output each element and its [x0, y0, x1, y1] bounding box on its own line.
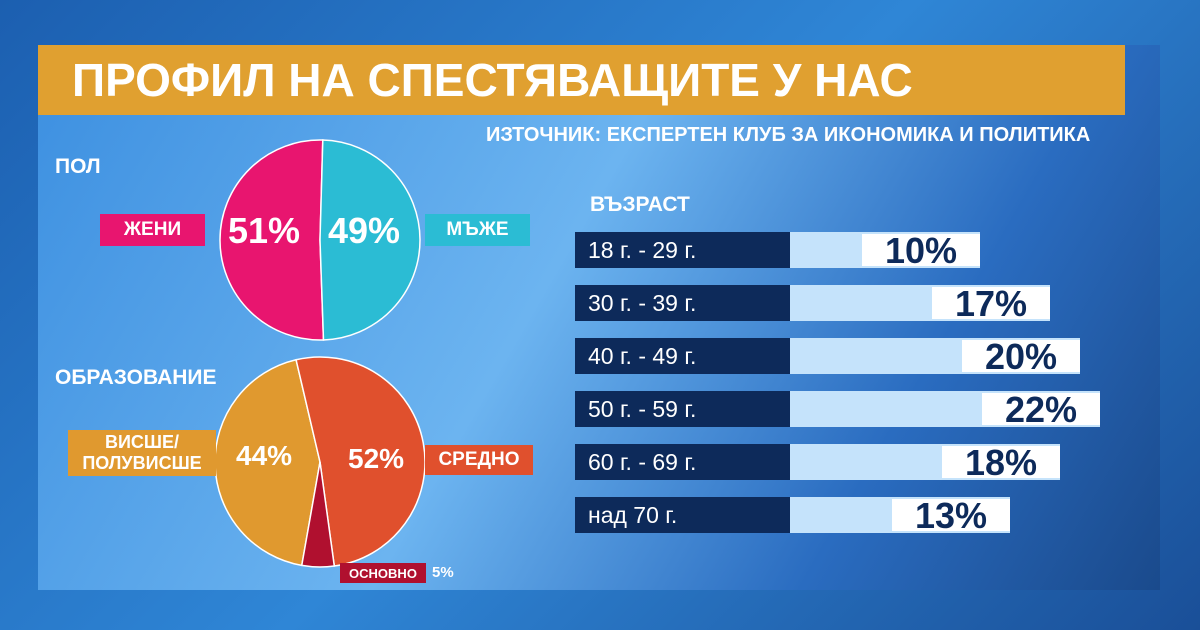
chart-title: ОБРАЗОВАНИЕ	[55, 366, 217, 389]
category-box	[575, 444, 790, 480]
slice-label: МЪЖЕ	[425, 214, 530, 246]
slice-label: СРЕДНО	[425, 445, 533, 475]
category-box	[575, 497, 790, 533]
source: ИЗТОЧНИК: ЕКСПЕРТЕН КЛУБ ЗА ИКОНОМИКА И …	[486, 124, 1091, 146]
value-label: 20%	[985, 336, 1057, 377]
value-label: 10%	[885, 230, 957, 271]
category-label: 50 г. - 59 г.	[588, 396, 696, 422]
title-bar	[38, 45, 1125, 115]
pie-slice	[319, 139, 421, 341]
category-label: над 70 г.	[588, 502, 677, 528]
category-box	[575, 391, 790, 427]
slice-label: ОСНОВНО	[340, 563, 426, 583]
category-label: 30 г. - 39 г.	[588, 290, 696, 316]
slice-label: ЖЕНИ	[100, 214, 205, 246]
category-label: 40 г. - 49 г.	[588, 343, 696, 369]
value-label: 18%	[965, 442, 1037, 483]
value-label: 13%	[915, 495, 987, 536]
value-label: 49%	[328, 210, 401, 251]
category-box	[575, 338, 790, 374]
pie-slice	[295, 356, 426, 567]
category-box	[575, 285, 790, 321]
value-label: 5%	[432, 564, 454, 581]
slice-label: ВИСШЕ/ ПОЛУВИСШЕ	[68, 430, 216, 476]
value-label: 22%	[1005, 389, 1077, 430]
category-label: 18 г. - 29 г.	[588, 237, 696, 263]
value-label: 17%	[955, 283, 1027, 324]
category-label: 60 г. - 69 г.	[588, 449, 696, 475]
value-label: 51%	[228, 210, 301, 251]
value-box	[982, 393, 1100, 425]
pie-slice	[219, 139, 325, 341]
value-box	[932, 287, 1050, 319]
category-box	[575, 232, 790, 268]
value-box	[892, 499, 1010, 531]
value-label: 44%	[236, 440, 293, 471]
title: ПРОФИЛ НА СПЕСТЯВАЩИТЕ У НАС	[72, 54, 913, 106]
value-box	[862, 234, 980, 266]
value-label: 52%	[348, 443, 405, 474]
value-box	[942, 446, 1060, 478]
pie-slice	[300, 461, 336, 568]
value-box	[962, 340, 1080, 372]
chart-title: ВЪЗРАСТ	[590, 193, 690, 216]
chart-title: ПОЛ	[55, 155, 101, 178]
